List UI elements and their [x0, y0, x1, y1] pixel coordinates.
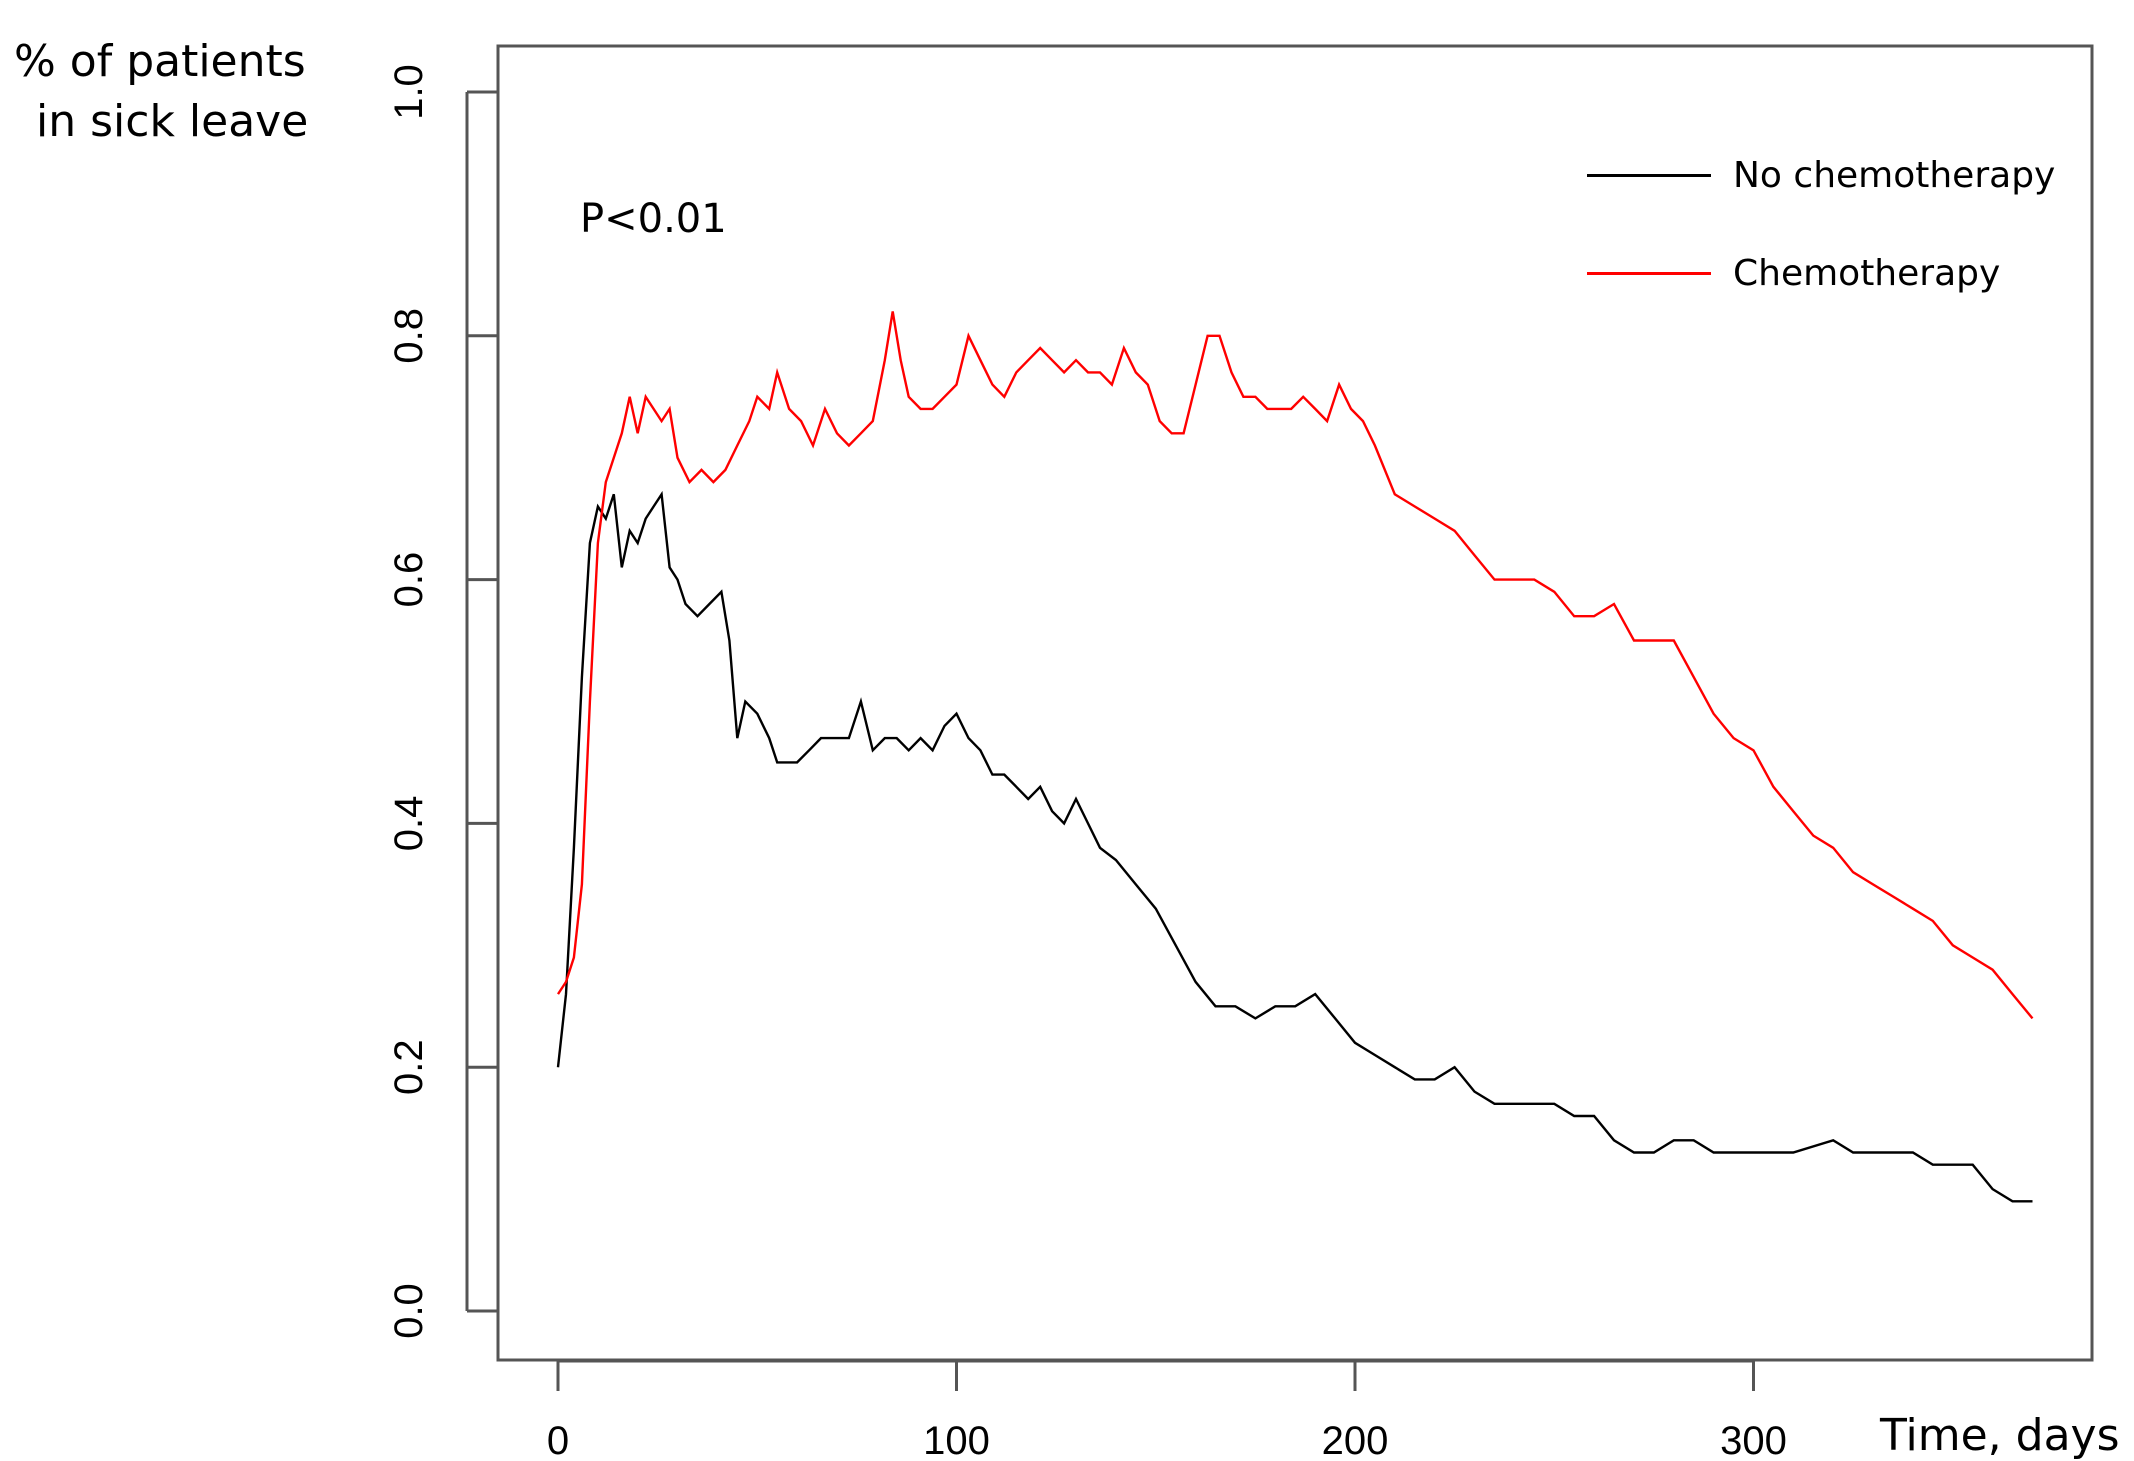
x-tick-label: 100: [923, 1419, 990, 1459]
series-line-chemotherapy: [556, 311, 2034, 1020]
y-tick-label: 0.8: [387, 308, 431, 364]
x-axis: 0 100 200 300: [547, 1359, 1787, 1459]
x-axis-label: Time, days: [1880, 1410, 2120, 1461]
legend-item-no-chemotherapy: No chemotherapy: [1587, 155, 2055, 196]
plot-frame: [496, 44, 2094, 1362]
legend-swatch-no-chemotherapy: [1587, 174, 1711, 177]
legend-label-chemotherapy: Chemotherapy: [1733, 253, 2001, 294]
x-tick-label: 200: [1322, 1419, 1389, 1459]
legend-label-no-chemotherapy: No chemotherapy: [1733, 155, 2056, 196]
legend-item-chemotherapy: Chemotherapy: [1587, 253, 2000, 294]
series-layer: [556, 311, 2034, 1203]
y-tick-label: 0.0: [387, 1283, 431, 1339]
y-tick-label: 0.6: [387, 552, 431, 608]
y-axis-label-line-2: in sick leave: [36, 96, 309, 147]
legend-swatch-chemotherapy: [1587, 272, 1711, 275]
x-tick-label: 300: [1720, 1419, 1787, 1459]
y-tick-label: 0.2: [387, 1039, 431, 1095]
y-axis: 0.0 0.2 0.4 0.6 0.8 1.0: [387, 64, 497, 1339]
y-tick-label: 1.0: [387, 64, 431, 120]
x-tick-label: 0: [547, 1419, 569, 1459]
p-value-annotation: P<0.01: [580, 196, 727, 242]
y-axis-label: % of patients in sick leave: [14, 32, 374, 152]
series-line-no-chemotherapy: [556, 490, 2033, 1203]
y-tick-label: 0.4: [387, 796, 431, 852]
y-axis-label-line-1: % of patients: [14, 36, 306, 87]
